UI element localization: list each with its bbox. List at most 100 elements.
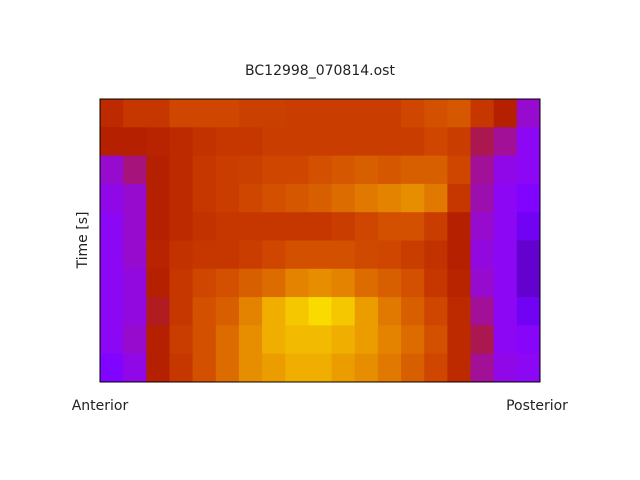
heat-cell — [146, 353, 170, 383]
heat-cell — [470, 297, 495, 326]
heat-cell — [354, 99, 379, 128]
heat-cell — [354, 268, 379, 298]
heat-cell — [285, 325, 309, 355]
heat-cell — [377, 127, 402, 157]
heat-cell — [169, 99, 194, 128]
heat-cell — [377, 297, 402, 326]
heat-cell — [354, 353, 379, 383]
chart-title: BC12998_070814.ost — [245, 63, 395, 79]
heat-cell — [331, 297, 356, 326]
heat-cell — [331, 268, 356, 298]
heat-cell — [169, 297, 194, 326]
heat-cell — [424, 325, 448, 355]
heat-cell — [215, 268, 240, 298]
heat-cell — [238, 325, 263, 355]
heat-cell — [516, 127, 541, 157]
heat-cell — [215, 183, 240, 213]
heat-cell — [493, 127, 518, 157]
heat-cell — [331, 127, 356, 157]
heat-cell — [516, 353, 541, 383]
heat-cell — [262, 353, 286, 383]
heat-cell — [516, 155, 541, 185]
heat-cell — [238, 127, 263, 157]
heat-cell — [401, 99, 425, 128]
heat-cell — [424, 183, 448, 213]
heat-cell — [308, 127, 333, 157]
heat-cell — [470, 240, 495, 270]
heat-cell — [123, 183, 147, 213]
heat-cell — [285, 297, 309, 326]
heat-cell — [470, 155, 495, 185]
heat-cell — [238, 212, 263, 241]
heat-cell — [493, 240, 518, 270]
heat-cell — [470, 325, 495, 355]
heat-cell — [215, 212, 240, 241]
heat-cell — [146, 183, 170, 213]
heat-cell — [401, 268, 425, 298]
heat-cell — [493, 183, 518, 213]
heat-cell — [285, 353, 309, 383]
heat-cell — [192, 353, 217, 383]
heat-cell — [377, 353, 402, 383]
x-end-label: Posterior — [506, 398, 568, 414]
heat-cell — [262, 99, 286, 128]
heat-cell — [169, 212, 194, 241]
heat-cell — [493, 155, 518, 185]
heat-cell — [331, 353, 356, 383]
heat-cell — [123, 268, 147, 298]
heat-cell — [308, 183, 333, 213]
heat-cell — [169, 240, 194, 270]
heat-cell — [285, 155, 309, 185]
heat-cell — [169, 325, 194, 355]
heat-cell — [192, 155, 217, 185]
heat-cell — [447, 297, 472, 326]
heat-cell — [377, 212, 402, 241]
heat-cell — [424, 99, 448, 128]
heat-cell — [192, 212, 217, 241]
heat-cell — [100, 155, 124, 185]
heat-cell — [424, 297, 448, 326]
heat-cell — [100, 183, 124, 213]
heatmap — [100, 99, 541, 383]
heat-cell — [262, 240, 286, 270]
heat-cell — [308, 268, 333, 298]
heat-cell — [401, 297, 425, 326]
heat-cell — [401, 325, 425, 355]
heat-cell — [123, 127, 147, 157]
heat-cell — [354, 325, 379, 355]
heat-cell — [447, 183, 472, 213]
x-start-label: Anterior — [72, 398, 129, 414]
heat-cell — [516, 183, 541, 213]
heat-cell — [238, 155, 263, 185]
heat-cell — [238, 268, 263, 298]
heat-cell — [331, 212, 356, 241]
heat-cell — [146, 240, 170, 270]
heat-cell — [215, 297, 240, 326]
heat-cell — [192, 268, 217, 298]
heat-cell — [493, 268, 518, 298]
heat-cell — [215, 353, 240, 383]
heat-cell — [308, 212, 333, 241]
heat-cell — [308, 99, 333, 128]
heat-cell — [401, 240, 425, 270]
heat-cell — [285, 127, 309, 157]
heat-cell — [169, 127, 194, 157]
heat-cell — [238, 240, 263, 270]
heat-cell — [192, 297, 217, 326]
heat-cell — [123, 297, 147, 326]
heat-cell — [262, 155, 286, 185]
heat-cell — [401, 183, 425, 213]
heat-cell — [424, 240, 448, 270]
heat-cell — [447, 127, 472, 157]
heat-cell — [377, 240, 402, 270]
heat-cell — [192, 240, 217, 270]
heat-cell — [447, 353, 472, 383]
heat-cell — [354, 212, 379, 241]
heat-cell — [447, 325, 472, 355]
plot-border — [99, 98, 541, 383]
heat-cell — [470, 127, 495, 157]
heat-cell — [308, 325, 333, 355]
heat-cell — [401, 212, 425, 241]
heat-cell — [100, 325, 124, 355]
heat-cell — [516, 212, 541, 241]
